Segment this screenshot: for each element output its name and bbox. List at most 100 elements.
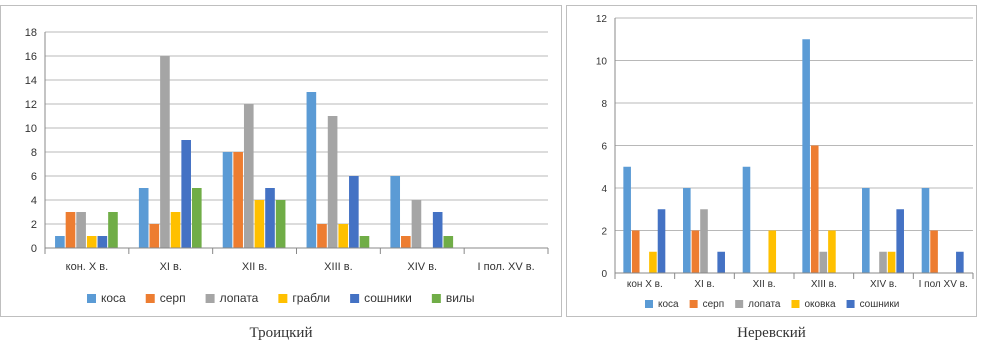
troitsky-category-label: кон. X в. [66,261,109,273]
troitsky-legend-label: грабли [292,291,330,305]
troitsky-y-tick-label: 10 [25,123,37,135]
nerevsky-y-tick-label: 0 [601,269,607,280]
nerevsky-y-tick-label: 4 [601,184,607,195]
troitsky-bar-сошники-1 [181,140,191,248]
nerevsky-bar-лопата-4 [879,251,887,273]
troitsky-legend-swatch [431,294,441,303]
troitsky-y-tick-label: 0 [31,243,37,255]
nerevsky-y-tick-label: 2 [601,227,607,238]
troitsky-bar-вилы-3 [359,236,370,248]
bar-chart-nerevsky: 0 2 4 6 8 10 12 кон X в. XI в. XII в. XIII в. XIV в… [596,14,974,310]
troitsky-bar-сошники-2 [265,188,275,248]
troitsky-y-tick-label: 14 [25,75,37,87]
troitsky-y-tick-label: 18 [25,27,37,39]
nerevsky-bar-серп-0 [631,230,640,273]
troitsky-bar-коса-3 [306,92,317,248]
nerevsky-bar-сошники-0 [657,209,666,273]
nerevsky-category-label: XII в. [753,279,776,290]
nerevsky-y-tick-label: 12 [596,14,608,25]
nerevsky-legend-label: сошники [860,299,900,310]
troitsky-bar-вилы-1 [191,188,202,248]
nerevsky-bar-коса-5 [921,188,930,273]
nerevsky-bar-коса-2 [742,166,751,273]
nerevsky-y-tick-label: 10 [596,57,608,68]
troitsky-y-tick-label: 16 [25,51,37,63]
troitsky-bar-коса-4 [390,176,401,248]
troitsky-category-label: XIV в. [407,261,437,273]
nerevsky-category-label: XI в. [694,279,714,290]
troitsky-category-label: I пол. XV в. [478,261,535,273]
nerevsky-y-tick-label: 6 [601,142,607,153]
troitsky-legend-label: вилы [446,291,475,305]
nerevsky-category-label: XIII в. [811,279,837,290]
troitsky-legend-swatch [278,294,288,303]
chart-caption-troitsky: Троицкий [249,325,313,341]
troitsky-y-tick-label: 12 [25,99,37,111]
troitsky-y-tick-label: 8 [31,147,37,159]
nerevsky-bar-оковка-0 [649,251,657,273]
troitsky-legend-swatch [205,294,215,303]
nerevsky-bar-серп-5 [930,230,938,273]
troitsky-bar-грабли-2 [254,200,265,248]
troitsky-bar-вилы-0 [108,212,118,248]
nerevsky-legend-label: серп [703,299,725,310]
chart-panel-troitsky: 0 2 4 6 8 10 12 14 16 18 кон. X в. XI в. XII в. XIII … [0,5,562,317]
nerevsky-bar-коса-1 [683,188,691,273]
troitsky-bar-коса-1 [138,188,149,248]
nerevsky-bar-коса-3 [802,39,810,273]
nerevsky-legend-swatch [846,300,855,308]
nerevsky-bar-оковка-3 [828,230,836,273]
troitsky-bar-серп-2 [233,152,243,248]
troitsky-y-tick-label: 4 [31,195,37,207]
nerevsky-category-label: кон X в. [627,279,663,290]
troitsky-bar-лопата-2 [243,104,254,248]
troitsky-bar-сошники-0 [97,236,108,248]
troitsky-bar-грабли-3 [338,224,349,248]
troitsky-y-tick-label: 6 [31,171,37,183]
troitsky-bar-грабли-1 [170,212,181,248]
troitsky-legend-swatch [145,294,155,303]
nerevsky-bar-коса-4 [862,188,870,273]
troitsky-bar-вилы-4 [443,236,454,248]
troitsky-bar-лопата-3 [327,116,338,248]
nerevsky-legend-label: коса [658,299,679,310]
troitsky-legend-label: коса [101,291,126,305]
nerevsky-legend-swatch [791,300,800,308]
troitsky-bar-сошники-4 [432,212,443,248]
nerevsky-category-label: I пол XV в. [919,279,968,290]
nerevsky-legend-swatch [735,300,744,308]
troitsky-bar-вилы-2 [275,200,286,248]
troitsky-category-label: XIII в. [324,261,352,273]
nerevsky-y-tick-label: 8 [601,99,607,110]
troitsky-bar-грабли-0 [86,236,97,248]
chart-caption-nerevsky: Неревский [737,325,806,341]
troitsky-category-label: XI в. [160,261,182,273]
troitsky-bar-коса-2 [222,152,233,248]
bar-chart-troitsky: 0 2 4 6 8 10 12 14 16 18 кон. X в. XI в. XII в. XIII … [25,27,549,305]
nerevsky-bar-лопата-1 [700,209,708,273]
nerevsky-category-label: XIV в. [870,279,897,290]
troitsky-bar-лопата-1 [160,56,170,248]
nerevsky-bar-коса-0 [623,166,631,273]
troitsky-bar-лопата-4 [411,200,422,248]
troitsky-y-tick-label: 2 [31,219,37,231]
troitsky-bar-серп-4 [401,236,411,248]
troitsky-bar-серп-0 [65,212,76,248]
chart-panel-nerevsky: 0 2 4 6 8 10 12 кон X в. XI в. XII в. XIII в. XIV в… [566,5,977,317]
troitsky-legend-label: сошники [364,291,412,305]
nerevsky-bar-сошники-5 [956,251,964,273]
nerevsky-bar-оковка-4 [887,251,896,273]
troitsky-legend-swatch [87,294,96,303]
troitsky-bar-серп-1 [149,224,160,248]
troitsky-legend-label: серп [160,291,186,305]
troitsky-bar-серп-3 [317,224,327,248]
troitsky-legend-swatch [350,294,360,303]
nerevsky-legend-swatch [689,300,698,308]
troitsky-bar-коса-0 [55,236,65,248]
nerevsky-legend-label: оковка [804,299,836,310]
troitsky-category-label: XII в. [242,261,267,273]
troitsky-legend-label: лопата [220,291,259,305]
troitsky-bar-лопата-0 [76,212,86,248]
nerevsky-bar-серп-3 [810,145,819,273]
nerevsky-bar-оковка-2 [768,230,777,273]
